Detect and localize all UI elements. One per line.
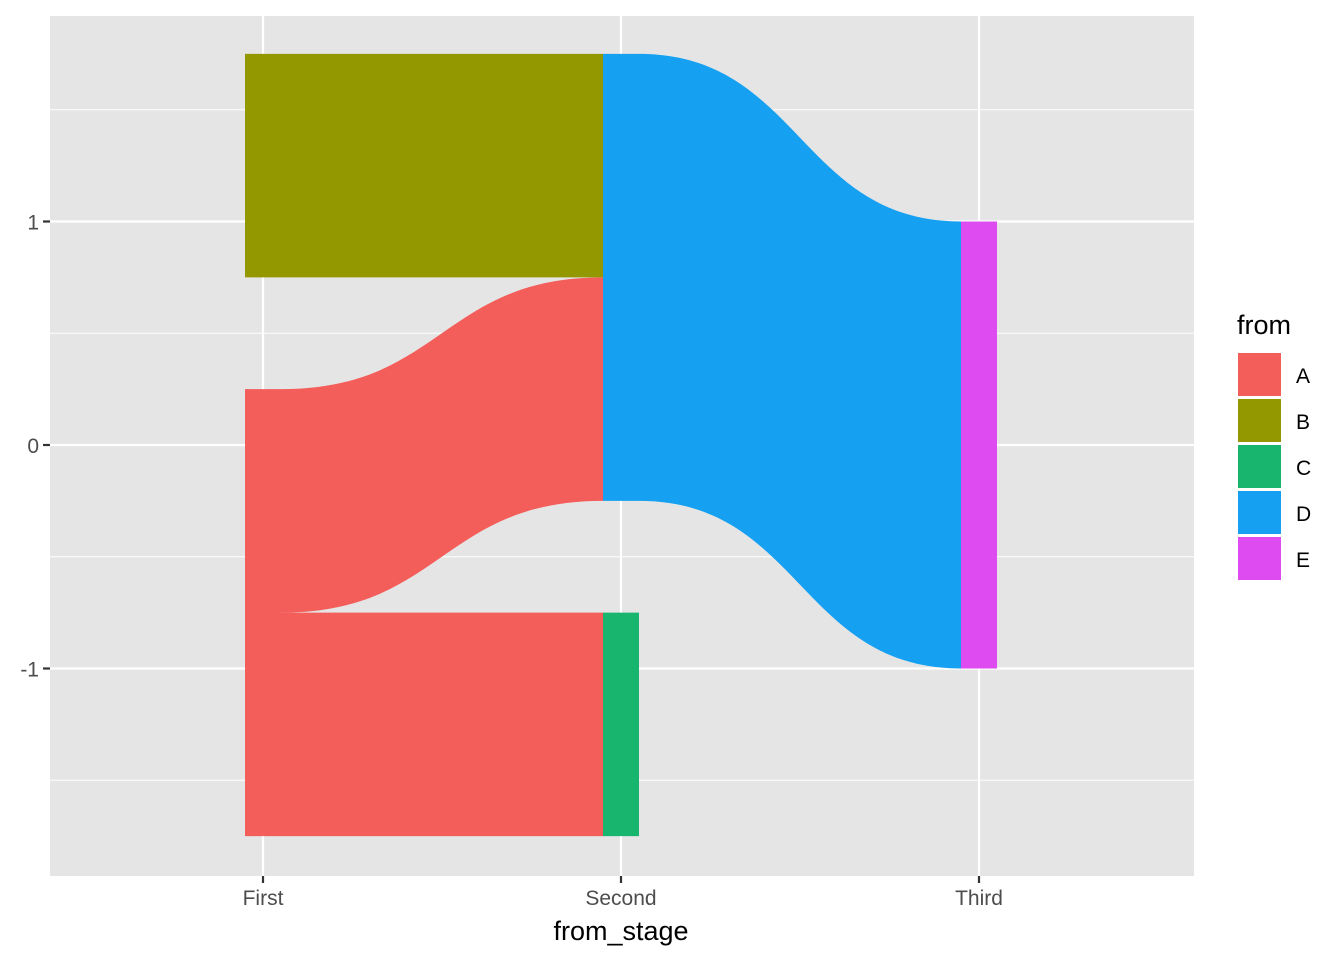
x-tick-label: Second — [585, 887, 656, 910]
x-axis-title: from_stage — [553, 916, 688, 946]
legend-title: from — [1237, 310, 1291, 340]
legend-label: A — [1296, 365, 1310, 388]
legend-label: D — [1296, 503, 1311, 526]
node-bar-d — [603, 53, 639, 501]
flow-ribbon-b — [281, 53, 603, 278]
x-tick-label: Third — [955, 887, 1003, 910]
node-bar-b — [245, 53, 281, 278]
flow-ribbon-a — [281, 277, 603, 613]
legend-key-c — [1238, 445, 1281, 488]
legend-key-a — [1238, 353, 1281, 396]
y-tick-label: -1 — [20, 659, 39, 682]
legend-label: B — [1296, 411, 1310, 434]
legend-key-b — [1238, 399, 1281, 442]
flow-ribbon-a — [281, 612, 603, 837]
legend-label: E — [1296, 549, 1310, 572]
axis-layer: 1 0 -1 First Second Third — [20, 212, 1003, 911]
flow-ribbon-d — [639, 53, 961, 669]
legend-label: C — [1296, 457, 1311, 480]
legend-key-e — [1238, 537, 1281, 580]
x-tick-label: First — [243, 887, 284, 910]
node-bar-e — [961, 221, 997, 669]
node-layer — [245, 53, 997, 837]
flow-layer — [281, 53, 961, 837]
node-bar-c — [603, 612, 639, 837]
legend-key-d — [1238, 491, 1281, 534]
node-bar-a — [245, 389, 281, 837]
y-tick-label: 0 — [27, 435, 39, 458]
y-tick-label: 1 — [27, 212, 39, 235]
